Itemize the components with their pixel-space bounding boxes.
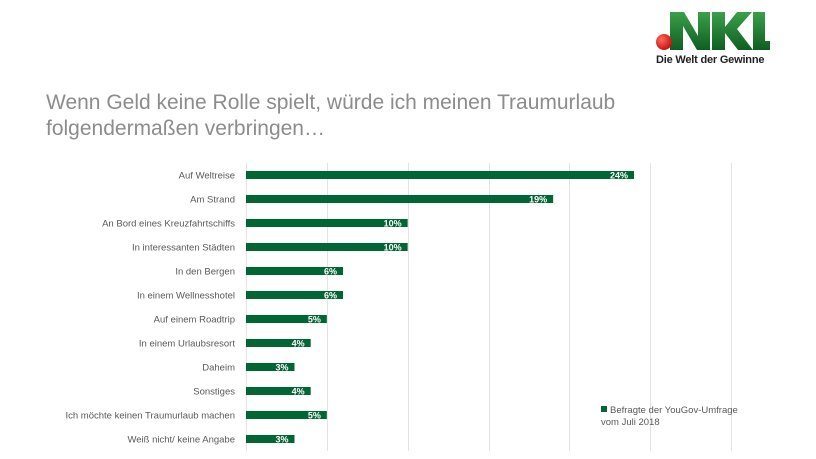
- value-labels: 24% 19% 10% 10% 6% 6% 5% 4% 3% 4% 5% 3%: [275, 171, 628, 445]
- bar: [246, 339, 311, 347]
- category-label: An Bord eines Kreuzfahrtschiffs: [102, 219, 235, 230]
- category-label: In interessanten Städten: [132, 243, 235, 254]
- bar-value-label: 6%: [324, 291, 337, 301]
- logo-letter-k: [712, 12, 753, 50]
- category-label: Auf Weltreise: [179, 171, 235, 182]
- grid-lines: [246, 163, 732, 451]
- category-label: Weiß nicht/ keine Angabe: [127, 435, 235, 446]
- category-label: Daheim: [202, 363, 235, 374]
- category-label: Auf einem Roadtrip: [154, 315, 235, 326]
- legend-swatch: [601, 406, 607, 413]
- bar: [246, 171, 634, 179]
- bar: [246, 195, 554, 203]
- category-label: In den Bergen: [175, 267, 235, 278]
- bar-value-label: 10%: [384, 219, 402, 229]
- legend: Befragte der YouGov-Umfrage vom Juli 201…: [601, 405, 738, 429]
- category-label: In einem Wellnesshotel: [137, 291, 235, 302]
- bar-value-label: 3%: [275, 435, 288, 445]
- bar: [246, 267, 343, 275]
- category-label: Ich möchte keinen Traumurlaub machen: [65, 411, 235, 422]
- logo-letter-l: [753, 12, 770, 50]
- nkl-logo: Die Welt der Gewinne: [654, 8, 770, 66]
- category-label: In einem Urlaubsresort: [139, 339, 235, 350]
- bar-value-label: 24%: [610, 171, 628, 181]
- bar-value-label: 6%: [324, 267, 337, 277]
- bar: [246, 411, 327, 419]
- category-label: Am Strand: [190, 195, 235, 206]
- bar: [246, 291, 343, 299]
- bar-value-label: 4%: [292, 339, 305, 349]
- logo-letter-n: [670, 12, 710, 50]
- bar: [246, 315, 327, 323]
- nkl-logo-mark: [656, 12, 770, 50]
- bar: [246, 243, 408, 251]
- category-labels: Auf Weltreise Am Strand An Bord eines Kreu…: [65, 171, 235, 446]
- legend-line1: Befragte der YouGov-Umfrage: [610, 405, 738, 416]
- bar-value-label: 3%: [275, 363, 288, 373]
- bar: [246, 435, 295, 443]
- bar-value-label: 5%: [308, 315, 321, 325]
- logo-red-ball: [656, 34, 672, 50]
- category-label: Sonstiges: [193, 387, 235, 398]
- bar-value-label: 5%: [308, 411, 321, 421]
- bar-value-label: 19%: [529, 195, 547, 205]
- logo-tagline: Die Welt der Gewinne: [656, 54, 765, 66]
- bar: [246, 219, 408, 227]
- bar: [246, 387, 311, 395]
- legend-line2: vom Juli 2018: [601, 417, 660, 428]
- bar-value-label: 4%: [292, 387, 305, 397]
- bar: [246, 363, 295, 371]
- bars: [246, 171, 634, 443]
- page-title: Wenn Geld keine Rolle spielt, würde ich …: [46, 91, 616, 140]
- bar-value-label: 10%: [384, 243, 402, 253]
